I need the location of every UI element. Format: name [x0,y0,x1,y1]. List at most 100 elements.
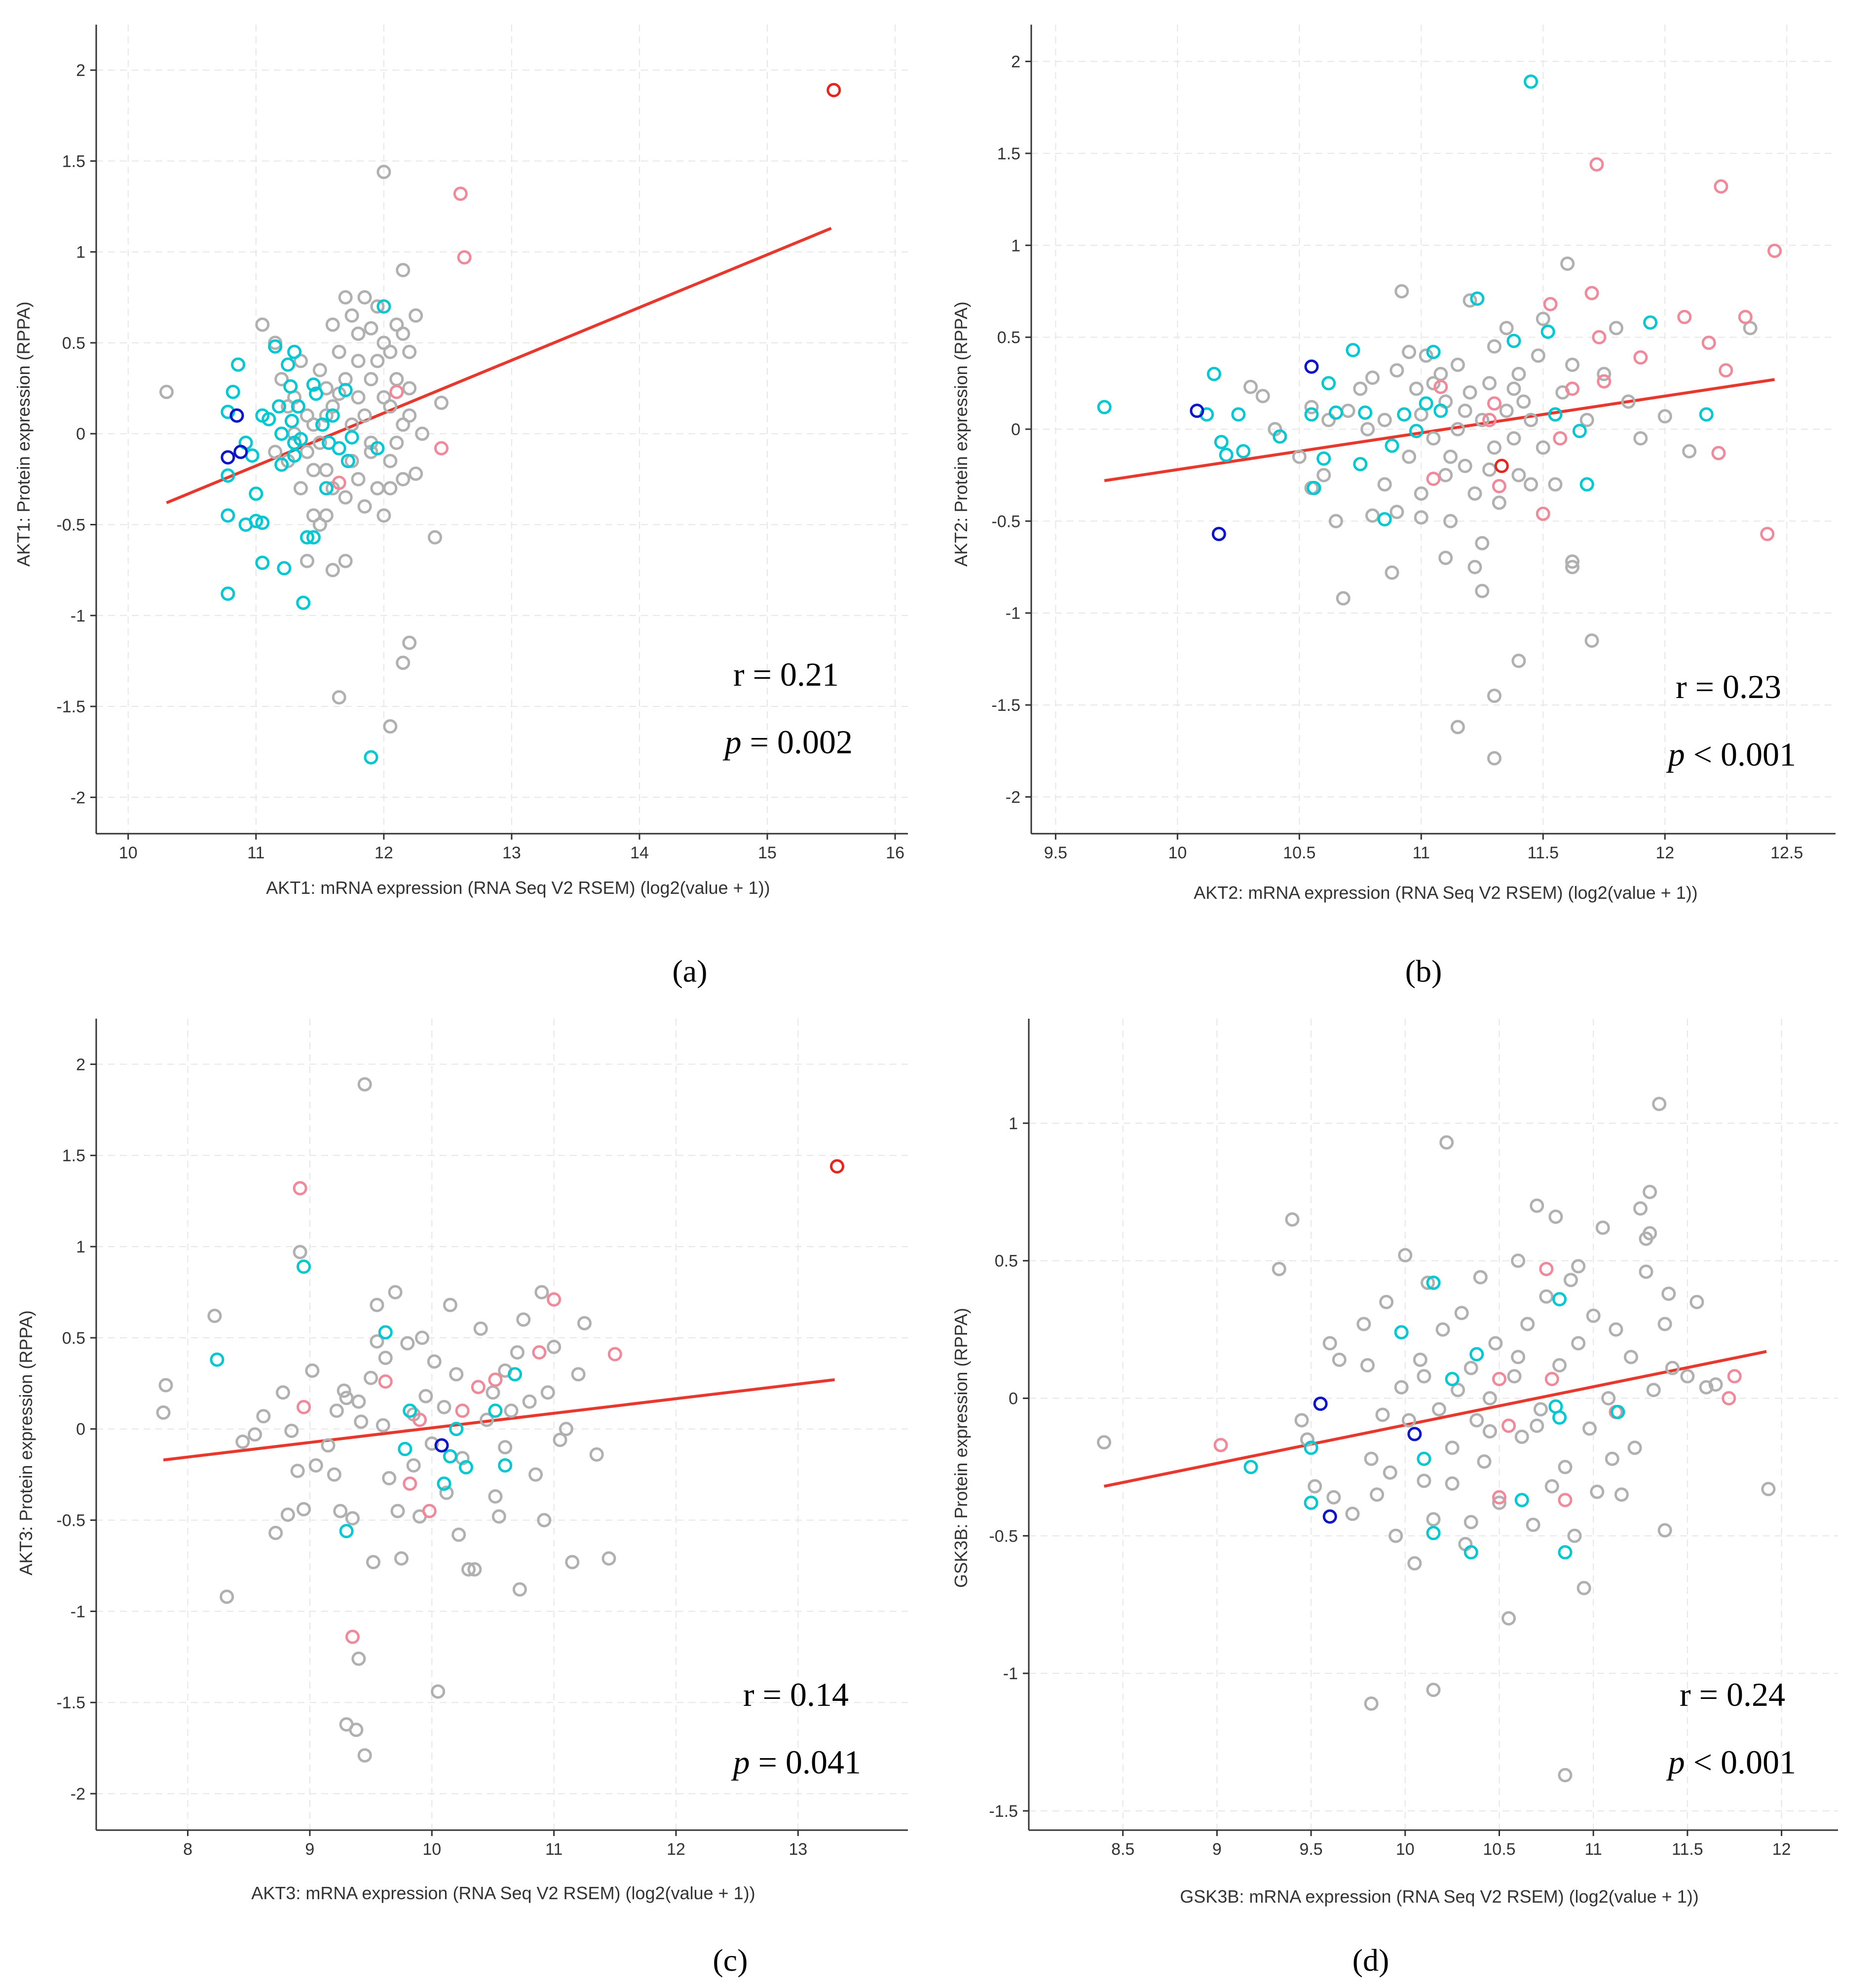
panel-b-point-grey-4 [1316,468,1331,482]
panel-b-point-blue-2 [1304,359,1319,374]
panel-b-point-grey-12 [1377,477,1392,492]
panel-d-point-grey-56 [1576,1581,1591,1595]
panel-b-point-grey-29 [1458,459,1472,474]
panel-b-point-cyan-15 [1358,405,1373,420]
panel-d-xtick-label-6: 11.5 [1672,1840,1703,1859]
panel-b-point-grey-47 [1531,348,1545,363]
panel-b-ytick-label-1: -1.5 [991,696,1020,715]
panel-d-xtick-label-3: 10 [1396,1840,1415,1859]
panel-b-point-cyan-16 [1385,439,1399,453]
panel-b-point-pink-15 [1426,472,1441,486]
panel-d-point-grey-9 [1345,1507,1360,1521]
panel-b-point-cyan-8 [1304,407,1319,422]
panel-b-point-grey-35 [1482,376,1497,391]
panel-b-point-pink-0 [1589,157,1604,172]
panel-d-point-grey-76 [1699,1380,1714,1395]
panel-b-point-grey-31 [1463,293,1477,308]
panel-d-point-grey-1 [1272,1261,1286,1276]
panel-d-point-blue-2 [1407,1427,1422,1441]
panel-c-point-grey-27 [370,1297,384,1312]
panel-a-point-grey-38 [312,436,327,450]
panel-a-point-grey-12 [332,344,346,359]
panel-a-xtick-label-6: 16 [886,844,904,862]
panel-b-point-grey-41 [1506,431,1521,446]
panel-b-xtick-label-0: 9.5 [1044,844,1067,862]
panel-a-point-grey-41 [338,490,353,505]
panel-c-point-grey-13 [297,1502,311,1516]
panel-b-point-grey-69 [1475,584,1490,598]
panel-b-point-pink-12 [1565,381,1580,396]
panel-d-point-grey-84 [1639,1264,1653,1279]
panel-b-ytick-label-6: 1 [1011,236,1020,255]
panel-c-trend [163,1378,835,1462]
panel-a-ytick-label-1: -1.5 [56,698,85,716]
panel-b-point-cyan-13 [1346,343,1360,358]
panel-a-point-cyan-17 [277,561,292,576]
panel-a-ytick-label-4: 0 [76,425,85,443]
panel-b-point-cyan-12 [1328,405,1343,420]
panel-c-point-pink-2 [345,1629,360,1644]
panel-c-point-grey-71 [601,1551,616,1566]
panel-c-r-value: r = 0.14 [743,1676,849,1713]
panel-b-point-grey-8 [1353,381,1368,396]
panel-c-point-grey-56 [510,1345,525,1360]
panel-d-ytick-label-4: 0.5 [995,1252,1018,1271]
panel-b-point-grey-70 [1467,560,1482,575]
panel-d-point-grey-6 [1322,1336,1337,1351]
panel-c-point-grey-53 [491,1509,506,1524]
panel-b-ytick-label-4: 0 [1011,420,1020,439]
panel-a-point-pink-1 [457,250,472,265]
panel-a-point-cyan-43 [306,530,321,545]
panel-d-point-grey-33 [1463,1361,1478,1375]
panel-a-point-grey-61 [427,530,442,545]
panel-b-point-cyan-24 [1540,324,1555,339]
panel-a-point-grey-32 [402,344,417,359]
panel-c-point-grey-18 [329,1403,344,1418]
panel-d-point-grey-92 [1417,1369,1431,1384]
panel-d-point-grey-19 [1398,1248,1413,1263]
panel-a-point-grey-1 [255,317,270,332]
panel-c-point-grey-14 [305,1363,320,1378]
panel-b-ytick-label-5: 0.5 [997,329,1020,347]
panel-b-point-cyan-29 [1699,407,1714,422]
panel-c-point-grey-58 [516,1312,531,1327]
panel-a-xtick-label-5: 15 [758,844,777,862]
panel-b-point-grey-17 [1402,449,1417,464]
panel-d-point-grey-68 [1643,1184,1657,1199]
panel-a-point-grey-58 [383,719,398,734]
panel-d-point-cyan-14 [1558,1545,1573,1560]
panel-d-point-grey-48 [1539,1289,1554,1304]
panel-b-point-grey-26 [1443,514,1458,528]
panel-b-point-pink-6 [1738,310,1753,325]
panel-b-point-pink-7 [1592,330,1607,345]
panel-b-point-grey-45 [1524,477,1538,492]
panel-a-point-pink-3 [434,441,449,456]
panel-c-point-grey-59 [522,1394,537,1409]
panel-b-point-cyan-10 [1316,451,1331,466]
panel-c-point-grey-23 [354,1414,369,1429]
panel-a-ytick-label-7: 1.5 [62,152,85,171]
panel-a-point-cyan-1 [225,384,240,399]
panel-c-point-grey-77 [451,1527,466,1542]
panel-b-xlabel: AKT2: mRNA expression (RNA Seq V2 RSEM) … [1194,883,1697,903]
panel-a-point-grey-62 [434,396,449,410]
panel-b-ytick-label-8: 2 [1011,53,1020,72]
panel-d-point-pink-9 [1492,1490,1506,1505]
panel-a-point-grey-3 [274,372,289,387]
panel-c-point-cyan-1 [297,1259,311,1274]
panel-b-point-cyan-25 [1548,407,1563,422]
panel-c-p-value: p = 0.041 [731,1743,861,1781]
panel-c-point-grey-29 [375,1418,390,1433]
panel-a-point-grey-75 [351,354,366,368]
panel-d-point-cyan-7 [1445,1371,1460,1386]
panel-b-point-grey-77 [1292,449,1307,464]
panel-b-point-cyan-23 [1524,74,1538,89]
panel-b-point-grey-6 [1336,591,1351,606]
panel-a-point-grey-22 [370,354,385,368]
panel-d-point-grey-40 [1501,1611,1516,1626]
panel-d-point-cyan-3 [1394,1325,1409,1340]
panel-a-point-grey-57 [332,690,346,705]
panel-b-point-grey-58 [1597,367,1612,381]
panel-a-point-grey-11 [325,317,340,332]
panel-a-ytick-label-3: -0.5 [56,515,85,534]
